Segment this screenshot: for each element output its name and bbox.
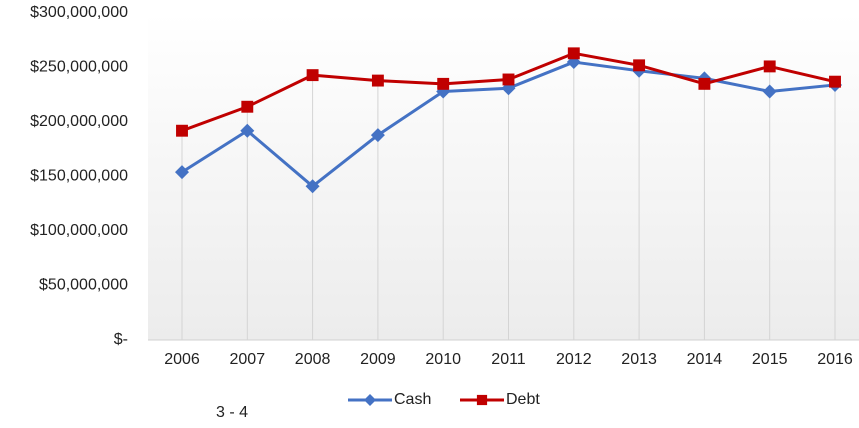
legend-marker — [476, 394, 488, 406]
y-tick-label: $50,000,000 — [39, 277, 128, 294]
y-tick-label: $- — [114, 331, 128, 348]
data-point — [241, 100, 254, 113]
x-tick-label: 2009 — [360, 351, 396, 368]
x-tick-label: 2011 — [491, 351, 526, 368]
y-tick-label: $100,000,000 — [30, 222, 128, 239]
data-point — [175, 165, 189, 180]
x-tick-label: 2007 — [230, 351, 266, 368]
legend-label: Debt — [506, 391, 540, 408]
data-point — [829, 75, 841, 88]
annotation: 3 - 4 — [216, 404, 248, 421]
data-point — [240, 123, 255, 138]
legend-marker — [364, 394, 376, 406]
x-tick-label: 2008 — [295, 351, 331, 368]
data-point — [370, 128, 385, 143]
data-point — [567, 47, 580, 60]
data-point — [371, 74, 384, 87]
x-tick-label: 2015 — [752, 351, 788, 368]
data-point — [176, 124, 188, 137]
x-tick-label: 2014 — [687, 351, 723, 368]
x-tick-label: 2016 — [817, 351, 853, 368]
data-point — [306, 69, 319, 82]
data-point — [305, 179, 320, 194]
y-tick-label: $150,000,000 — [30, 168, 128, 185]
y-tick-label: $250,000,000 — [30, 59, 128, 76]
data-point — [437, 77, 450, 90]
data-point — [502, 73, 515, 86]
x-tick-label: 2012 — [556, 351, 592, 368]
data-point — [763, 60, 776, 73]
y-tick-label: $300,000,000 — [30, 4, 128, 21]
y-tick-label: $200,000,000 — [30, 113, 128, 130]
data-point — [762, 84, 777, 99]
x-tick-label: 2006 — [164, 351, 200, 368]
legend-label: Cash — [394, 391, 431, 408]
plot-area — [148, 13, 859, 340]
data-point — [698, 77, 711, 90]
x-tick-label: 2013 — [621, 351, 657, 368]
x-tick-label: 2010 — [425, 351, 461, 368]
data-point — [633, 59, 646, 72]
